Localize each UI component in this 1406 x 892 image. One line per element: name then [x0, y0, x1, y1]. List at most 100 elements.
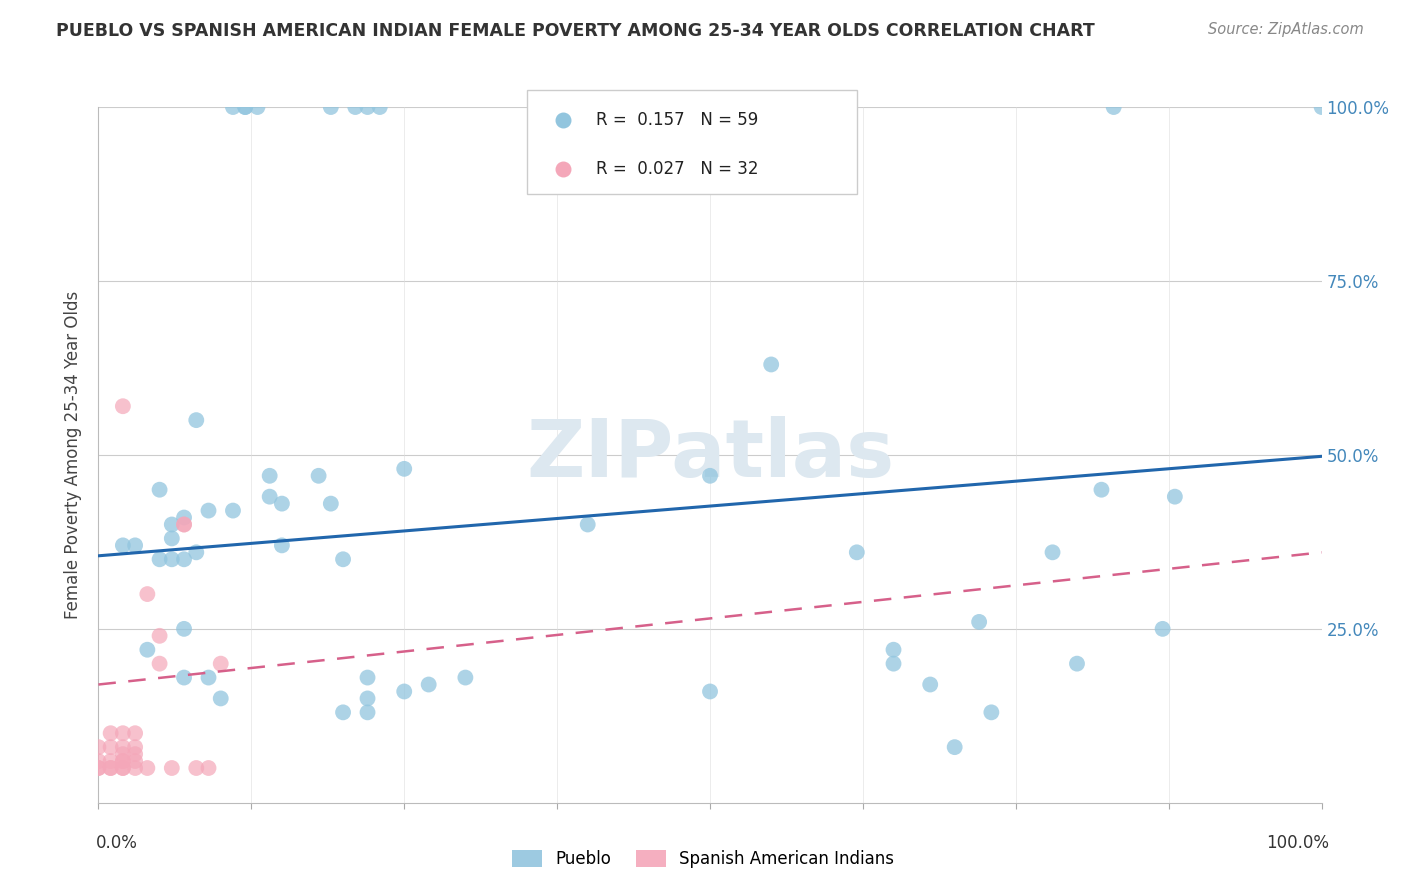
Point: [319, 100, 342, 114]
Point: [553, 162, 575, 177]
Point: [100, 726, 122, 740]
Point: [1066, 657, 1088, 671]
Point: [699, 468, 721, 483]
Point: [111, 761, 134, 775]
Point: [454, 671, 477, 685]
Point: [553, 113, 575, 128]
Point: [111, 754, 134, 768]
Point: [149, 629, 172, 643]
Point: [87, 761, 110, 775]
Point: [209, 691, 232, 706]
Point: [136, 761, 159, 775]
Point: [920, 677, 942, 691]
Point: [308, 468, 330, 483]
Point: [1164, 490, 1187, 504]
Point: [124, 740, 146, 755]
Point: [197, 503, 219, 517]
Point: [149, 483, 172, 497]
Point: [259, 468, 281, 483]
Point: [356, 671, 378, 685]
Point: [883, 642, 905, 657]
Point: [392, 684, 416, 698]
Text: ZIPatlas: ZIPatlas: [526, 416, 894, 494]
Point: [111, 754, 134, 768]
Point: [332, 552, 354, 566]
Point: [160, 552, 183, 566]
Point: [246, 100, 269, 114]
Point: [124, 761, 146, 775]
Point: [173, 517, 195, 532]
Point: [319, 497, 342, 511]
Point: [368, 100, 391, 114]
Point: [160, 517, 183, 532]
Point: [1042, 545, 1064, 559]
Point: [173, 510, 195, 524]
Point: [149, 552, 172, 566]
Point: [356, 691, 378, 706]
Point: [136, 642, 159, 657]
Point: [356, 706, 378, 720]
Point: [173, 671, 195, 685]
Point: [100, 740, 122, 755]
Point: [943, 740, 966, 755]
Point: [1090, 483, 1112, 497]
Point: [1102, 100, 1125, 114]
Point: [209, 657, 232, 671]
Point: [980, 706, 1002, 720]
Point: [967, 615, 990, 629]
Point: [87, 740, 110, 755]
Y-axis label: Female Poverty Among 25-34 Year Olds: Female Poverty Among 25-34 Year Olds: [65, 291, 83, 619]
Text: R =  0.157   N = 59: R = 0.157 N = 59: [596, 112, 758, 129]
Point: [222, 503, 245, 517]
Point: [845, 545, 868, 559]
Point: [197, 671, 219, 685]
Point: [160, 761, 183, 775]
Point: [222, 100, 245, 114]
Point: [87, 754, 110, 768]
Point: [392, 462, 416, 476]
Point: [173, 517, 195, 532]
Point: [699, 684, 721, 698]
Point: [111, 761, 134, 775]
Point: [186, 761, 208, 775]
Point: [356, 100, 378, 114]
Point: [418, 677, 440, 691]
Point: [344, 100, 367, 114]
Point: [160, 532, 183, 546]
Point: [100, 761, 122, 775]
Point: [124, 747, 146, 761]
Text: Source: ZipAtlas.com: Source: ZipAtlas.com: [1208, 22, 1364, 37]
Point: [883, 657, 905, 671]
Point: [332, 706, 354, 720]
Text: 100.0%: 100.0%: [1265, 834, 1329, 852]
Point: [186, 545, 208, 559]
Point: [233, 100, 256, 114]
Point: [197, 761, 219, 775]
Point: [111, 740, 134, 755]
Text: R =  0.027   N = 32: R = 0.027 N = 32: [596, 160, 759, 178]
Point: [576, 517, 599, 532]
Legend: Pueblo, Spanish American Indians: Pueblo, Spanish American Indians: [505, 843, 901, 875]
Point: [761, 358, 783, 372]
Point: [1310, 100, 1333, 114]
Point: [100, 754, 122, 768]
Point: [124, 538, 146, 552]
Point: [124, 726, 146, 740]
FancyBboxPatch shape: [526, 90, 856, 194]
Point: [111, 399, 134, 413]
Point: [136, 587, 159, 601]
Point: [270, 538, 294, 552]
Point: [100, 761, 122, 775]
Text: 0.0%: 0.0%: [96, 834, 138, 852]
Text: PUEBLO VS SPANISH AMERICAN INDIAN FEMALE POVERTY AMONG 25-34 YEAR OLDS CORRELATI: PUEBLO VS SPANISH AMERICAN INDIAN FEMALE…: [56, 22, 1095, 40]
Point: [1152, 622, 1174, 636]
Point: [186, 413, 208, 427]
Point: [270, 497, 294, 511]
Point: [173, 622, 195, 636]
Point: [111, 747, 134, 761]
Point: [173, 552, 195, 566]
Point: [124, 754, 146, 768]
Point: [87, 761, 110, 775]
Point: [233, 100, 256, 114]
Point: [111, 726, 134, 740]
